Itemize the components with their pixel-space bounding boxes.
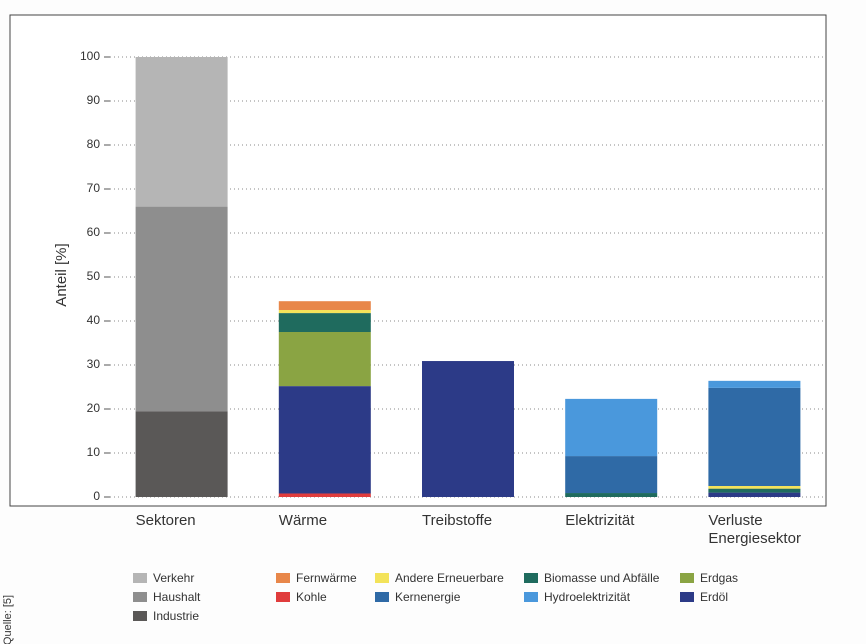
bar-segment <box>278 313 371 332</box>
bar-segment <box>135 411 228 497</box>
y-tick-label: 60 <box>87 225 101 239</box>
y-tick-label: 70 <box>87 181 101 195</box>
x-tick-label: Treibstoffe <box>422 512 493 529</box>
legend-item: Fernwärme <box>276 571 357 585</box>
legend-label: Industrie <box>153 609 200 623</box>
bar-segment <box>708 387 801 486</box>
y-tick-label: 100 <box>80 49 100 63</box>
legend-swatch <box>680 573 694 583</box>
bar-segment <box>278 386 371 494</box>
legend-label: Verkehr <box>153 571 195 585</box>
y-axis-title: Anteil [%] <box>53 243 70 306</box>
y-tick-label: 30 <box>87 357 101 371</box>
legend-item: Erdöl <box>680 590 728 604</box>
bar-segment <box>708 486 801 489</box>
legend-swatch <box>375 592 389 602</box>
y-tick-label: 50 <box>87 269 101 283</box>
legend-label: Biomasse und Abfälle <box>544 571 660 585</box>
legend-swatch <box>276 592 290 602</box>
legend-label: Kohle <box>296 590 327 604</box>
legend-label: Fernwärme <box>296 571 357 585</box>
x-tick-label: Sektoren <box>135 512 196 529</box>
legend-label: Erdöl <box>700 590 729 604</box>
legend-label: Hydroelektrizität <box>544 590 631 604</box>
legend-label: Kernenergie <box>395 590 461 604</box>
legend-swatch <box>524 592 538 602</box>
legend-item: Kohle <box>276 590 327 604</box>
x-tick-label: Wärme <box>278 512 328 529</box>
legend-label: Haushalt <box>153 590 201 604</box>
legend-swatch <box>680 592 694 602</box>
legend-swatch <box>133 592 147 602</box>
bar-segment <box>135 57 228 207</box>
bar-segment <box>565 456 658 494</box>
x-tick-label: Verluste Energiesektor <box>708 512 801 547</box>
bar-segment <box>278 493 371 497</box>
bar-segment <box>565 398 658 457</box>
legend-swatch <box>524 573 538 583</box>
bar-segment <box>422 361 514 497</box>
legend-label: Erdgas <box>700 571 739 585</box>
bar-segment <box>278 310 371 314</box>
legend-swatch <box>133 573 147 583</box>
legend-item: Erdgas <box>680 571 738 585</box>
bar-segment <box>708 488 801 493</box>
legend-item: Biomasse und Abfälle <box>524 571 659 585</box>
y-tick-label: 10 <box>87 445 101 459</box>
y-tick-label: 90 <box>87 93 101 107</box>
legend-item: Hydroelektrizität <box>524 590 630 604</box>
legend-label: Andere Erneuerbare <box>395 571 504 585</box>
bar-segment <box>135 206 228 412</box>
bar-segment <box>708 492 801 497</box>
legend-swatch <box>133 611 147 621</box>
bar-segment <box>565 493 658 497</box>
source: Quelle: [5] <box>2 595 14 644</box>
legend-item: Andere Erneuerbare <box>375 571 504 585</box>
legend-item: Kernenergie <box>375 590 460 604</box>
bar-segment <box>278 301 371 310</box>
bar-segment <box>278 332 371 387</box>
legend-item: Industrie <box>133 609 199 623</box>
legend-item: Haushalt <box>133 590 200 604</box>
frame <box>9 14 827 507</box>
y-tick-label: 80 <box>87 137 101 151</box>
legend-swatch <box>375 573 389 583</box>
legend-swatch <box>276 573 290 583</box>
bar-segment <box>708 380 801 388</box>
y-tick-label: 40 <box>87 313 101 327</box>
x-tick-label: Elektrizität <box>565 512 635 529</box>
y-tick-label: 20 <box>87 401 101 415</box>
legend-item: Verkehr <box>133 571 194 585</box>
y-tick-label: 0 <box>93 489 100 503</box>
